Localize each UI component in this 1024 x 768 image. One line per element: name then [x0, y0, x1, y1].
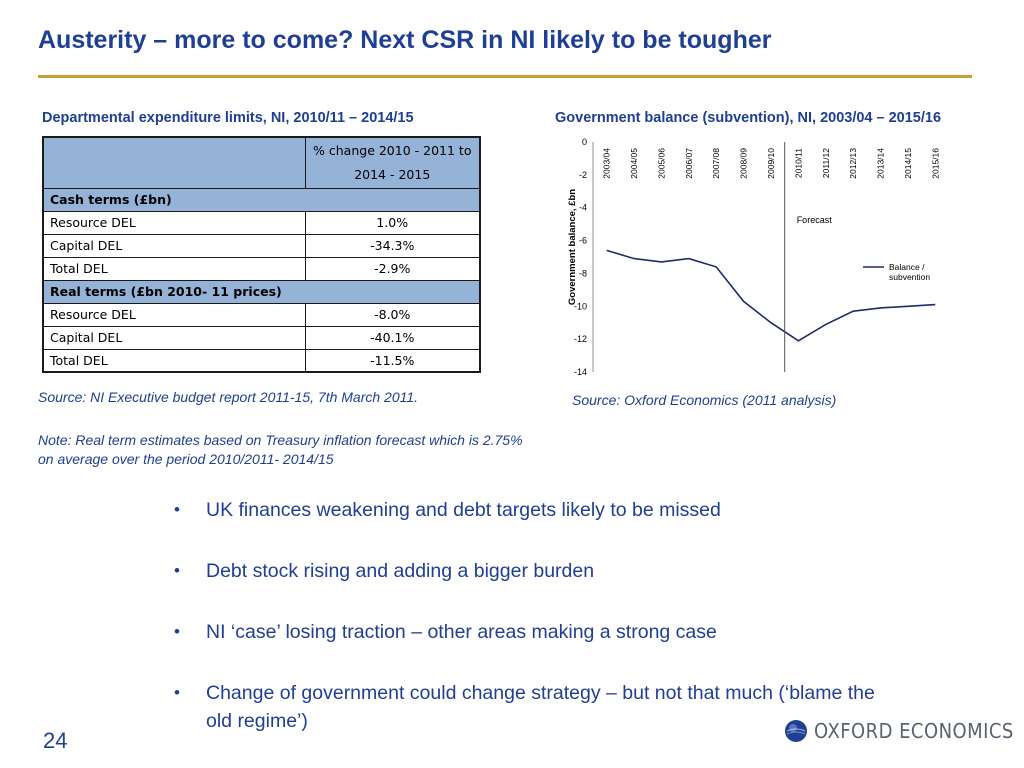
bullet-item: NI ‘case’ losing traction – other areas … [172, 618, 892, 646]
x-tick-label: 2012/13 [848, 148, 858, 179]
y-tick-label: -14 [574, 367, 587, 377]
chart-annotations: Forecast [784, 142, 833, 372]
y-tick-label: -10 [574, 301, 587, 311]
row-value: -2.9% [304, 256, 481, 281]
table-row: Capital DEL -40.1% [42, 325, 481, 350]
page-number: 24 [43, 728, 68, 753]
x-tick-label: 2007/08 [711, 148, 721, 179]
series-line [606, 249, 936, 342]
table-row: Capital DEL -34.3% [42, 233, 481, 258]
x-tick-label: 2013/14 [876, 148, 886, 179]
x-tick-label: 2008/09 [739, 148, 749, 179]
chart-x-labels: 2003/04 2004/05 2005/06 2006/07 2007/08 2008/… [602, 148, 941, 179]
chart-legend: Balance /subvention [863, 262, 930, 282]
chart-title: Government balance (subvention), NI, 200… [555, 110, 942, 126]
row-value: -34.3% [304, 233, 481, 258]
chart-lines [606, 249, 936, 342]
row-value: -8.0% [304, 302, 481, 327]
row-label: Total DEL [42, 256, 306, 281]
row-label: Resource DEL [42, 210, 306, 235]
bullet-item: UK finances weakening and debt targets l… [172, 496, 892, 524]
y-tick-label: 0 [582, 137, 587, 147]
y-axis-title: Government balance, £bn [567, 189, 578, 305]
table-note: Note: Real term estimates based on Treas… [38, 432, 523, 467]
forecast-annotation: Forecast [797, 215, 833, 225]
table-row: Resource DEL 1.0% [42, 210, 481, 235]
bullet-list: UK finances weakening and debt targets l… [172, 496, 892, 735]
oxford-economics-logo: OXFORD ECONOMICS [784, 719, 1024, 743]
bullet-item: Change of government could change strate… [172, 679, 892, 735]
table-source: Source: NI Executive budget report 2011-… [38, 389, 419, 405]
legend-label: subvention [889, 272, 930, 282]
logo-text: OXFORD ECONOMICS [814, 719, 1014, 743]
header-line-2: 2014 - 2015 [354, 166, 431, 182]
x-tick-label: 2005/06 [656, 148, 666, 179]
x-tick-label: 2014/15 [903, 148, 913, 179]
y-tick-label: -2 [579, 170, 587, 180]
table-title: Departmental expenditure limits, NI, 201… [42, 110, 414, 126]
section-cash-terms: Cash terms (£bn) [42, 187, 481, 212]
table-header-row: % change 2010 - 2011 to 2014 - 2015 [42, 136, 481, 189]
table-row: Resource DEL -8.0% [42, 302, 481, 327]
row-value: -40.1% [304, 325, 481, 350]
title-divider [38, 75, 972, 78]
y-tick-label: -4 [579, 203, 587, 213]
x-tick-label: 2009/10 [766, 148, 776, 179]
table-row: Total DEL -11.5% [42, 348, 481, 373]
balance-line-chart: 2003/04 2004/05 2005/06 2006/07 2007/08 2008/… [567, 137, 941, 377]
row-value: 1.0% [304, 210, 481, 235]
slide-title: Austerity – more to come? Next CSR in NI… [38, 26, 772, 54]
x-tick-label: 2003/04 [602, 148, 612, 179]
x-tick-label: 2006/07 [684, 148, 694, 179]
globe-icon [785, 720, 807, 742]
legend-label: Balance / [889, 262, 925, 272]
section-real-terms: Real terms (£bn 2010- 11 prices) [42, 279, 481, 304]
table-section-row: Cash terms (£bn) [42, 187, 481, 212]
chart-source: Source: Oxford Economics (2011 analysis) [572, 392, 837, 408]
table-header-empty [42, 136, 306, 189]
y-tick-label: -8 [579, 268, 587, 278]
header-line-1: % change 2010 - 2011 to [313, 142, 472, 158]
x-tick-label: 2011/12 [821, 148, 831, 178]
row-label: Total DEL [42, 348, 306, 373]
x-tick-label: 2004/05 [629, 148, 639, 179]
bullet-item: Debt stock rising and adding a bigger bu… [172, 557, 892, 585]
row-value: -11.5% [304, 348, 481, 373]
row-label: Capital DEL [42, 233, 306, 258]
x-tick-label: 2015/16 [930, 148, 940, 179]
table-header-change: % change 2010 - 2011 to 2014 - 2015 [304, 136, 481, 189]
row-label: Resource DEL [42, 302, 306, 327]
chart-y-labels: 0 -2 -4 -6 -8 -10 -12 -14 Government balance, £b… [567, 137, 587, 377]
y-tick-label: -6 [579, 236, 587, 246]
x-tick-label: 2010/11 [793, 148, 803, 178]
table-section-row: Real terms (£bn 2010- 11 prices) [42, 279, 481, 304]
row-label: Capital DEL [42, 325, 306, 350]
y-tick-label: -12 [574, 334, 587, 344]
del-table: % change 2010 - 2011 to 2014 - 2015 Cash… [42, 136, 481, 373]
table-row: Total DEL -2.9% [42, 256, 481, 281]
